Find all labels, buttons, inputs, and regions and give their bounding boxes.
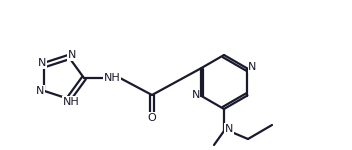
Text: N: N <box>68 50 76 60</box>
Text: N: N <box>38 58 46 68</box>
Text: N: N <box>36 86 44 96</box>
Text: N: N <box>248 63 257 72</box>
Text: O: O <box>147 113 156 123</box>
Text: NH: NH <box>62 97 79 107</box>
Text: NH: NH <box>103 73 120 83</box>
Text: N: N <box>225 124 233 134</box>
Text: N: N <box>191 90 200 99</box>
